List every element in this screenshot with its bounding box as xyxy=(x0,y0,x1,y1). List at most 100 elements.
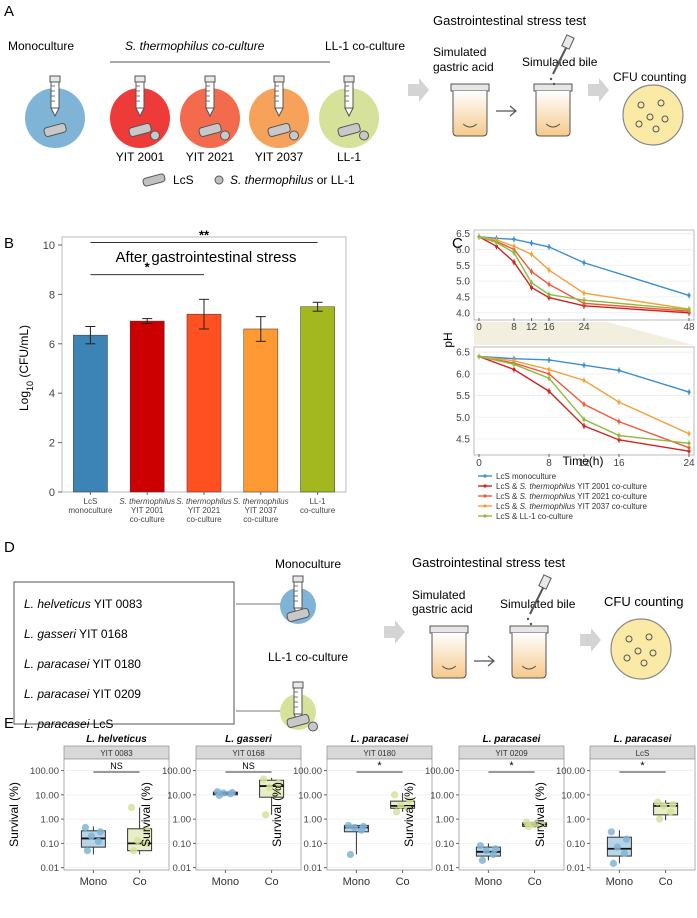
y-tick-label: 0.01 xyxy=(567,863,586,874)
y-tick-label: 5.0 xyxy=(456,413,470,424)
pipette-tip-icon xyxy=(344,107,354,118)
x-tick-label: 24 xyxy=(578,322,590,333)
y-tick-label: 1.00 xyxy=(173,815,192,826)
x-tick-label: 8 xyxy=(511,322,517,333)
legend-entry: LcS monoculture xyxy=(496,472,557,481)
drop-icon xyxy=(552,82,556,86)
strain-id: YIT 0209 xyxy=(89,687,141,701)
data-point xyxy=(491,845,499,853)
strain-species: L. paracasei xyxy=(24,717,90,731)
data-point xyxy=(404,803,412,812)
y-tick-label: 0.01 xyxy=(41,863,60,874)
coccus-icon xyxy=(150,130,160,141)
data-point xyxy=(687,293,691,297)
colony-icon xyxy=(645,633,653,641)
y-tick-label: 4.0 xyxy=(456,308,470,319)
legend-entry-part: LcS & xyxy=(496,482,520,491)
facet-strip-label: YIT 0180 xyxy=(363,749,396,758)
data-point xyxy=(344,821,352,830)
chart-b-title: After gastrointestinal stress xyxy=(116,249,297,266)
legend-marker xyxy=(483,474,487,478)
panel-letter-d: D xyxy=(4,539,15,556)
strain-species: L. helveticus xyxy=(24,597,91,611)
y-tick-label: 0.10 xyxy=(41,839,60,850)
data-point xyxy=(512,362,516,366)
facet-title: L. helveticus xyxy=(86,734,147,745)
data-point xyxy=(512,244,516,248)
data-point xyxy=(617,438,621,442)
y-tick-label: 1.00 xyxy=(436,815,455,826)
data-point xyxy=(529,270,534,274)
pipette-tip-icon xyxy=(205,107,215,118)
legend-entry-part: LcS & xyxy=(496,492,520,501)
lcs-rod-icon xyxy=(337,122,361,138)
colony-icon xyxy=(661,115,669,123)
strain-species: L. paracasei xyxy=(24,657,90,671)
y-tick-label: 10.00 xyxy=(167,790,191,801)
data-point xyxy=(350,823,358,832)
zoom-wedge xyxy=(474,322,694,345)
culture-circle xyxy=(25,88,85,148)
colony-icon xyxy=(646,113,654,121)
y-tick-label: 4.5 xyxy=(456,434,470,445)
data-point xyxy=(582,424,586,428)
x-tick-label: YIT 2037 xyxy=(245,506,278,515)
tube-body-icon xyxy=(452,91,488,137)
y-tick-label: 100.00 xyxy=(30,766,59,777)
cfu-label: CFU counting xyxy=(613,70,686,84)
significance-label: * xyxy=(640,760,645,772)
y-axis-label: Survival (%) xyxy=(7,782,21,847)
x-tick-label: YIT 2001 xyxy=(131,506,164,515)
y-axis-label: Survival (%) xyxy=(533,782,547,847)
y-axis-label: Survival (%) xyxy=(270,782,284,847)
data-point xyxy=(128,803,136,812)
d-gastric-1: Simulated xyxy=(412,588,465,602)
colony-icon xyxy=(652,125,660,133)
significance-label: * xyxy=(145,260,151,275)
series-line xyxy=(478,355,690,393)
data-point xyxy=(687,446,691,450)
y-tick-label: 0.10 xyxy=(567,839,586,850)
label-monoculture: Monoculture xyxy=(8,39,74,53)
data-point xyxy=(617,433,621,438)
data-point xyxy=(582,261,586,265)
series-line xyxy=(478,355,690,449)
x-tick-label: S. thermophilus xyxy=(176,497,232,506)
data-point xyxy=(529,241,534,245)
data-point xyxy=(83,847,91,855)
colony-icon xyxy=(637,101,645,109)
lcs-rod-icon xyxy=(142,173,166,187)
data-point xyxy=(213,788,221,796)
legend-st-name: S. thermophilus xyxy=(230,173,313,187)
data-point xyxy=(660,802,668,810)
data-point xyxy=(613,843,622,851)
strain-item: L. paracasei LcS xyxy=(24,717,113,731)
y-tick-label: 0.01 xyxy=(436,863,455,874)
series-line xyxy=(478,355,690,435)
data-point xyxy=(275,779,283,787)
strain-id: YIT 0180 xyxy=(89,657,141,671)
data-point xyxy=(547,372,551,376)
culture-d xyxy=(280,575,318,732)
bar xyxy=(73,334,108,493)
pipette-cap-icon xyxy=(49,75,61,83)
gi-test-title: Gastrointestinal stress test xyxy=(433,13,587,28)
data-point xyxy=(219,789,227,797)
agar-plate-icon-d xyxy=(610,618,672,680)
panel-letter-e: E xyxy=(4,715,14,732)
legend-marker xyxy=(483,504,487,508)
data-point xyxy=(512,359,516,363)
legend-entry-part: S. thermophilus xyxy=(520,492,576,501)
x-tick-label: co-culture xyxy=(243,515,279,524)
x-tick-label: Co xyxy=(396,876,410,888)
data-point xyxy=(547,358,551,362)
strain-id: YIT 0083 xyxy=(91,597,143,611)
data-point xyxy=(406,796,414,804)
y-tick-label: 1.00 xyxy=(41,815,60,826)
gastric-label-1: Simulated xyxy=(433,45,486,59)
coccus-icon xyxy=(308,721,318,732)
y-tick-label: 10.00 xyxy=(298,790,322,801)
data-point xyxy=(512,237,516,241)
pipette-tip-icon xyxy=(135,107,145,118)
